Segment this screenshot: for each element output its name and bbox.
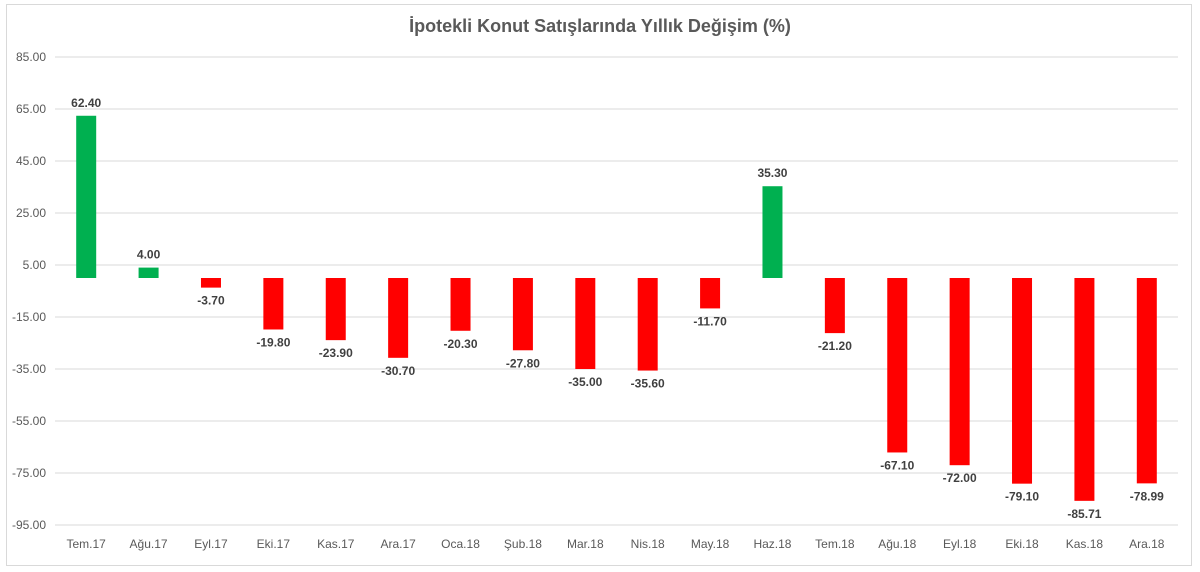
x-tick-label: Tem.17 bbox=[67, 537, 107, 551]
y-tick-label: -35.00 bbox=[12, 362, 46, 376]
x-tick-label: Oca.18 bbox=[441, 537, 480, 551]
data-label: -35.00 bbox=[568, 375, 602, 389]
x-tick-label: Haz.18 bbox=[753, 537, 791, 551]
bar-Eyl.17 bbox=[200, 278, 221, 288]
data-label: 4.00 bbox=[137, 248, 161, 262]
x-axis-ticks: Tem.17 Ağu.17 Eyl.17 Eki.17 Kas.17 Ara.17 Oca.… bbox=[67, 537, 1165, 551]
data-label: -19.80 bbox=[256, 335, 290, 349]
bar-Haz.18 bbox=[762, 186, 783, 278]
data-label: -30.70 bbox=[381, 364, 415, 378]
bar-Ara.18 bbox=[1136, 278, 1157, 484]
bar-Ara.17 bbox=[388, 278, 409, 358]
data-label: 62.40 bbox=[71, 96, 101, 110]
x-tick-label: May.18 bbox=[691, 537, 730, 551]
bar-Nis.18 bbox=[637, 278, 658, 371]
bar-Mar.18 bbox=[575, 278, 596, 369]
x-tick-label: Eki.17 bbox=[257, 537, 291, 551]
chart-title: İpotekli Konut Satışlarında Yıllık Değiş… bbox=[409, 16, 791, 36]
bar-Tem.17 bbox=[76, 115, 97, 278]
bar-Ağu.18 bbox=[887, 278, 908, 453]
data-label: -35.60 bbox=[631, 377, 665, 391]
bar-Şub.18 bbox=[512, 278, 533, 351]
x-tick-label: Ara.17 bbox=[380, 537, 416, 551]
y-tick-label: -75.00 bbox=[12, 466, 46, 480]
data-label: 35.30 bbox=[757, 166, 787, 180]
y-tick-label: -55.00 bbox=[12, 414, 46, 428]
data-label: -79.10 bbox=[1005, 490, 1039, 504]
y-tick-label: 65.00 bbox=[16, 102, 46, 116]
data-label: -27.80 bbox=[506, 356, 540, 370]
bar-Kas.17 bbox=[325, 278, 346, 341]
data-label: -85.71 bbox=[1067, 507, 1101, 521]
y-tick-label: 5.00 bbox=[23, 258, 47, 272]
y-tick-label: 85.00 bbox=[16, 50, 46, 64]
data-label: -72.00 bbox=[943, 471, 977, 485]
bar-Kas.18 bbox=[1074, 278, 1095, 501]
data-label: -11.70 bbox=[693, 314, 727, 328]
bar-Eki.18 bbox=[1012, 278, 1033, 484]
data-label: -20.30 bbox=[444, 337, 478, 351]
x-tick-label: Kas.17 bbox=[317, 537, 355, 551]
data-label: -21.20 bbox=[818, 339, 852, 353]
x-tick-label: Eyl.17 bbox=[194, 537, 228, 551]
bar-Tem.18 bbox=[824, 278, 845, 334]
grid-lines bbox=[55, 56, 1178, 526]
y-tick-label: -95.00 bbox=[12, 518, 46, 532]
x-tick-label: Tem.18 bbox=[815, 537, 855, 551]
y-tick-label: -15.00 bbox=[12, 310, 46, 324]
y-tick-label: 45.00 bbox=[16, 154, 46, 168]
bar-Eyl.18 bbox=[949, 278, 970, 466]
x-tick-label: Kas.18 bbox=[1066, 537, 1104, 551]
x-tick-label: Mar.18 bbox=[567, 537, 604, 551]
data-label: -3.70 bbox=[197, 294, 225, 308]
y-axis-ticks: 85.00 65.00 45.00 25.00 5.00 -15.00 -35.00 -55.… bbox=[12, 50, 46, 532]
data-label: -67.10 bbox=[880, 458, 914, 472]
y-tick-label: 25.00 bbox=[16, 206, 46, 220]
x-tick-label: Eyl.18 bbox=[943, 537, 977, 551]
data-label: -78.99 bbox=[1130, 489, 1164, 503]
data-labels: 62.40 4.00 -3.70 -19.80 -23.90 -30.70 -20.30 -2… bbox=[71, 96, 1164, 521]
x-tick-label: Eki.18 bbox=[1005, 537, 1039, 551]
bars bbox=[76, 115, 1157, 501]
x-tick-label: Ara.18 bbox=[1129, 537, 1165, 551]
bar-May.18 bbox=[700, 278, 721, 309]
bar-Oca.18 bbox=[450, 278, 471, 331]
bar-Eki.17 bbox=[263, 278, 284, 330]
bar-Ağu.17 bbox=[138, 267, 159, 278]
x-tick-label: Nis.18 bbox=[631, 537, 665, 551]
x-tick-label: Ağu.18 bbox=[878, 537, 916, 551]
data-label: -23.90 bbox=[319, 346, 353, 360]
x-tick-label: Ağu.17 bbox=[130, 537, 168, 551]
x-tick-label: Şub.18 bbox=[504, 537, 542, 551]
